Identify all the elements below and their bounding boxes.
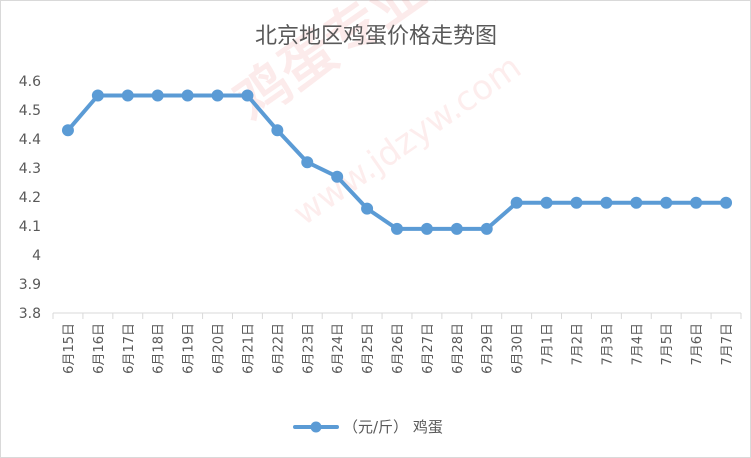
y-tick-label: 4.1	[19, 219, 41, 235]
y-tick-label: 4	[32, 248, 41, 264]
x-tick-label: 7月7日	[720, 323, 735, 366]
x-tick-label: 6月24日	[331, 323, 346, 374]
legend-marker	[310, 421, 322, 433]
chart-title: 北京地区鸡蛋价格走势图	[255, 24, 497, 49]
data-point	[420, 222, 433, 235]
data-point	[211, 89, 224, 102]
y-tick-label: 4.5	[19, 103, 41, 119]
y-tick-label: 4.3	[19, 161, 41, 177]
data-point	[720, 196, 733, 209]
x-tick-label: 6月17日	[122, 323, 137, 374]
x-tick-label: 7月6日	[690, 323, 705, 366]
data-point	[151, 89, 164, 102]
data-point	[570, 196, 583, 209]
data-point	[241, 89, 254, 102]
x-tick-label: 6月27日	[421, 323, 436, 374]
x-tick-label: 6月15日	[62, 323, 77, 374]
x-tick-label: 6月25日	[361, 323, 376, 374]
data-point	[361, 202, 374, 215]
y-tick-label: 3.8	[19, 306, 41, 322]
x-tick-label: 7月3日	[600, 323, 615, 366]
y-tick-label: 3.9	[19, 277, 41, 293]
data-point	[510, 196, 523, 209]
x-tick-label: 6月19日	[182, 323, 197, 374]
data-point	[331, 170, 344, 183]
data-point	[301, 156, 314, 169]
data-point	[121, 89, 134, 102]
series-line	[65, 93, 729, 231]
data-point	[271, 124, 284, 137]
data-point	[660, 196, 673, 209]
data-point	[391, 222, 403, 235]
x-tick-label: 6月30日	[511, 323, 526, 374]
data-point	[690, 196, 703, 209]
data-point	[450, 222, 463, 235]
data-point	[540, 196, 553, 209]
x-tick-label: 6月26日	[391, 323, 406, 374]
x-tick-label: 6月22日	[271, 323, 286, 374]
x-tick-label: 7月1日	[541, 323, 556, 366]
y-tick-label: 4.2	[19, 190, 41, 206]
x-tick-label: 6月29日	[481, 323, 496, 374]
data-point	[61, 124, 74, 137]
x-tick-label: 7月2日	[570, 323, 585, 366]
x-tick-label: 7月5日	[660, 323, 675, 366]
x-tick-label: 6月18日	[152, 323, 167, 374]
data-point	[91, 89, 104, 102]
x-tick-label: 6月21日	[241, 323, 256, 374]
x-tick-label: 6月20日	[212, 323, 227, 374]
data-point	[480, 222, 493, 235]
y-tick-label: 4.4	[19, 132, 41, 148]
data-point	[600, 196, 613, 209]
data-point	[181, 89, 194, 102]
data-point	[630, 196, 643, 209]
y-tick-label: 4.6	[19, 74, 41, 90]
x-tick-label: 6月23日	[301, 323, 316, 374]
legend-label: （元/斤） 鸡蛋	[343, 418, 443, 436]
x-tick-label: 7月4日	[630, 323, 645, 366]
x-tick-label: 6月16日	[92, 323, 107, 374]
x-tick-label: 6月28日	[451, 323, 466, 374]
